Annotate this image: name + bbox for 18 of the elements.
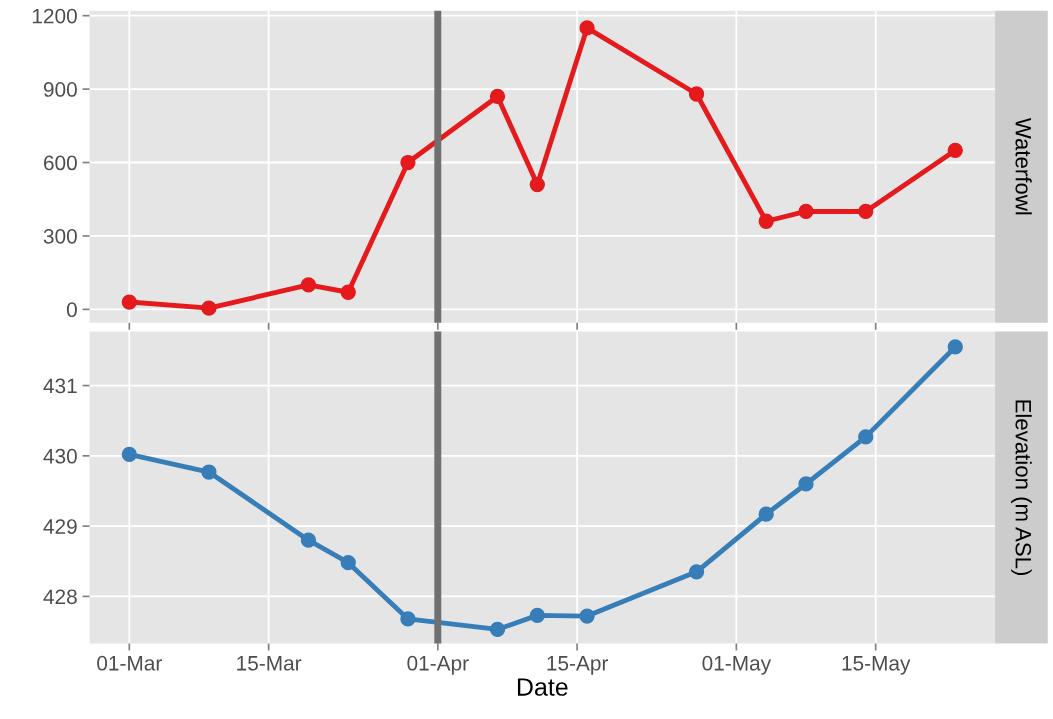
x-tick-label: 15-May xyxy=(842,656,911,675)
x-tick-label: 01-Mar xyxy=(97,655,162,671)
y-axis-title: Waterfowl xyxy=(1015,117,1032,215)
y-axis-title: Elevation (m ASL) xyxy=(1011,400,1032,576)
y-tick-label: 0 xyxy=(66,302,77,318)
y-tick-label: 900 xyxy=(43,82,77,97)
x-tick-label: 01-May xyxy=(702,655,772,675)
y-tick-label: 430 xyxy=(43,448,77,464)
x-tick-label: 15-Mar xyxy=(237,656,302,671)
y-tick-label: 429 xyxy=(43,519,77,534)
x-tick-label: 15-Apr xyxy=(547,656,609,675)
y-tick-label: 1200 xyxy=(32,8,77,24)
y-tick-label: 300 xyxy=(43,228,77,244)
y-tick-label: 600 xyxy=(44,155,77,171)
y-tick-label: 431 xyxy=(43,378,77,394)
x-tick-label: 01-Apr xyxy=(407,655,469,675)
y-tick-label: 428 xyxy=(43,589,77,605)
x-axis-title: Date xyxy=(517,678,568,696)
